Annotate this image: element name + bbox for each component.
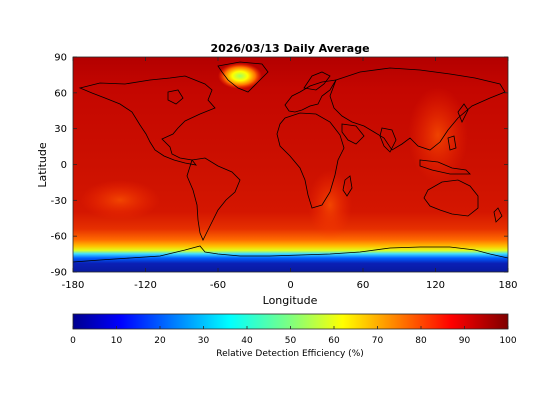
colorbar-tick-label: 100 [499, 336, 516, 346]
philippines-coast [447, 135, 457, 151]
coastlines [73, 61, 508, 263]
south-pacific-brightening [80, 180, 160, 220]
x-tick-label: 0 [287, 280, 293, 291]
y-axis-label: Latitude [36, 142, 49, 188]
antarctica-coast [73, 245, 508, 263]
hudson-bay [167, 89, 184, 105]
y-tick-label: 60 [54, 88, 67, 99]
arabia-coast [341, 123, 365, 145]
greenland-hotspot [218, 63, 262, 89]
colorbar-tick-label: 50 [285, 336, 297, 346]
colorbar-label: Relative Detection Efficiency (%) [216, 349, 364, 359]
colorbar-tick-label: 90 [459, 336, 471, 346]
new-zealand-coast [493, 207, 503, 223]
greenland-coast [217, 61, 269, 93]
europe-coast [284, 79, 337, 113]
africa-coast [276, 112, 345, 209]
north-america-coast [78, 75, 216, 166]
y-axis-ticks: 90 60 30 0 -30 -60 -90 [51, 53, 508, 279]
x-tick-label: 180 [498, 280, 517, 291]
x-tick-label: -120 [134, 280, 157, 291]
y-tick-label: -30 [51, 196, 67, 207]
colorbar-tick-label: 60 [328, 336, 340, 346]
colorbar-tick-label: 70 [372, 336, 384, 346]
south-america-coast [186, 157, 241, 241]
colorbar-tick-label: 0 [70, 336, 76, 346]
colorbar-tick-label: 20 [154, 336, 166, 346]
colorbar-tick-label: 80 [415, 336, 427, 346]
y-tick-label: 90 [54, 53, 67, 64]
x-tick-label: 120 [426, 280, 445, 291]
india-coast [379, 127, 397, 153]
atlantic-brightening [308, 170, 352, 240]
x-tick-label: -180 [62, 280, 85, 291]
indonesia-coast [419, 159, 471, 175]
colorbar-ticks: 0 10 20 30 40 50 60 70 80 90 100 [70, 326, 517, 346]
japan-coast [457, 103, 469, 123]
madagascar-coast [342, 175, 353, 197]
x-axis-label: Longitude [263, 294, 318, 307]
y-tick-label: -90 [51, 268, 67, 279]
pacific-brightening [408, 87, 468, 183]
scandinavia-coast [303, 71, 331, 91]
map-title: 2026/03/13 Daily Average [210, 42, 369, 55]
map-area [73, 57, 508, 272]
colorbar-tick-label: 30 [198, 336, 210, 346]
australia-coast [423, 179, 479, 217]
y-tick-label: 30 [54, 124, 67, 135]
asia-coast [329, 67, 506, 151]
x-tick-label: -60 [210, 280, 226, 291]
x-axis-ticks: -180 -120 -60 0 60 120 180 [62, 57, 518, 291]
colorbar-tick-label: 10 [111, 336, 123, 346]
y-tick-label: 0 [61, 160, 67, 171]
colorbar-tick-label: 40 [241, 336, 253, 346]
x-tick-label: 60 [357, 280, 370, 291]
y-tick-label: -60 [51, 232, 67, 243]
